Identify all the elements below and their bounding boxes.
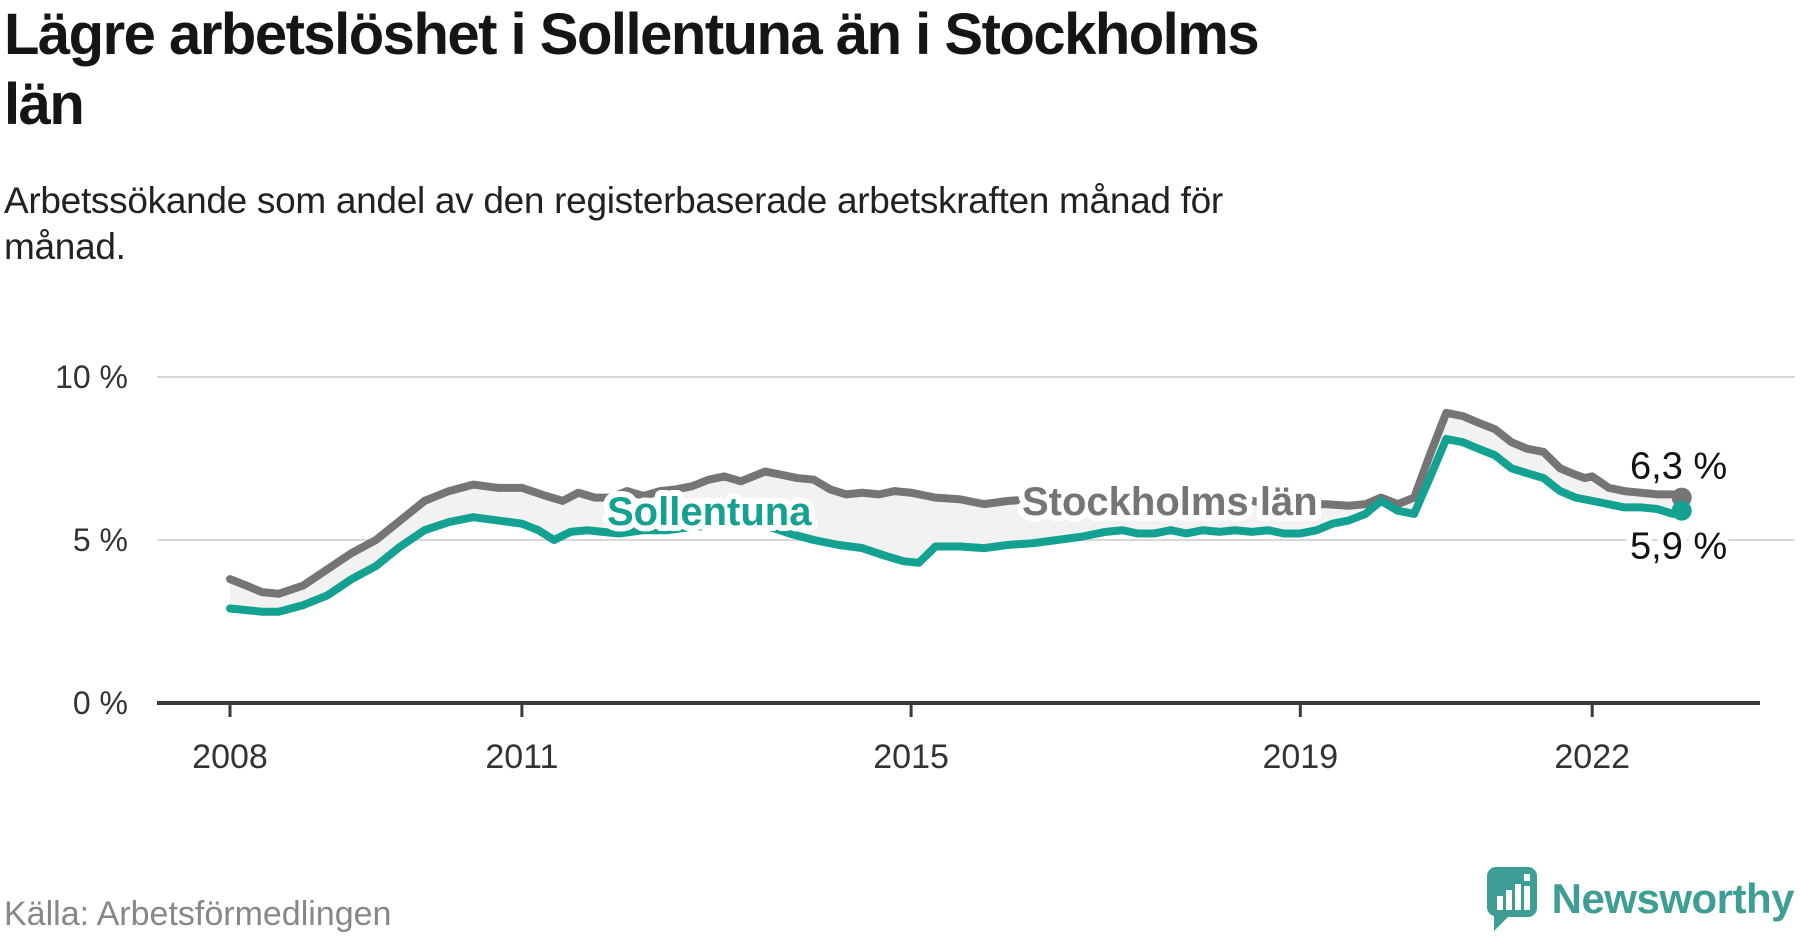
series-line-stockholms-lan <box>226 408 1686 598</box>
newsworthy-bar-chart-bubble-icon <box>1486 867 1537 931</box>
band-between-series <box>230 412 1682 612</box>
series-label-sollentuna: Sollentuna <box>607 490 812 534</box>
series-line-sollentuna <box>226 434 1686 616</box>
x-tick-label: 2015 <box>873 738 949 776</box>
series-label-stockholms-lan: Stockholms län <box>1022 480 1318 524</box>
newsworthy-wordmark: Newsworthy <box>1551 875 1795 922</box>
unemployment-line-chart: 2008 2011 2015 2019 2022 0 % 5 % 10 % Stockholms… <box>55 359 1795 776</box>
series-end-dot <box>1671 500 1692 521</box>
y-tick-label: 5 % <box>73 522 128 558</box>
x-tick-label: 2019 <box>1262 738 1338 776</box>
y-tick-label: 10 % <box>55 359 128 395</box>
chart-title: Lägre arbetslöshet i Sollentuna än i Sto… <box>4 2 1260 137</box>
newsworthy-logo: Newsworthy <box>1486 866 1795 932</box>
series-end-value-label: 5,9 % <box>1630 526 1727 568</box>
x-tick-label: 2011 <box>485 738 558 776</box>
source-note: Källa: Arbetsförmedlingen <box>4 895 392 933</box>
x-tick-label: 2022 <box>1554 738 1630 776</box>
series-end-value-label: 6,3 % <box>1630 446 1727 488</box>
y-tick-label: 0 % <box>73 685 128 721</box>
x-tick-label: 2008 <box>192 738 268 776</box>
chart-subtitle: Arbetssökande som andel av den registerb… <box>4 180 1223 268</box>
